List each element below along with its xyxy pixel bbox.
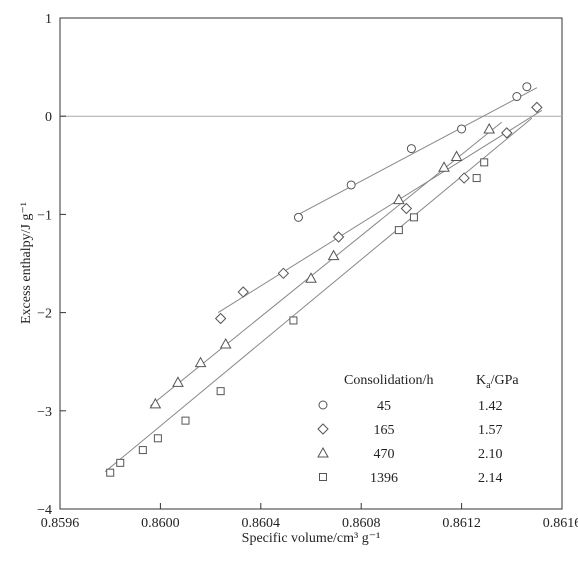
point-circle [457, 124, 467, 134]
point-square [138, 446, 147, 455]
point-diamond [332, 231, 345, 243]
point-triangle [305, 272, 317, 283]
x-tick-label: 0.8616 [543, 516, 578, 531]
fit-line-165 [217, 109, 543, 314]
point-square [480, 158, 489, 167]
legend-rows: 45 1.42 165 1.57 470 2.10 1396 2.14 [317, 399, 503, 486]
plot-frame [59, 17, 563, 510]
point-diamond [458, 172, 470, 184]
y-tick-label: −3 [37, 405, 52, 420]
legend-ka: 1.42 [478, 399, 503, 414]
y-tick-label: −2 [37, 307, 52, 322]
legend-header-ka: Ka/GPa [476, 373, 519, 391]
legend-marker-square [319, 473, 327, 481]
point-triangle [327, 249, 340, 261]
legend-marker-circle [318, 400, 328, 410]
x-tick-label: 0.8596 [41, 516, 80, 531]
fit-line-1396 [104, 117, 533, 473]
point-triangle [194, 356, 207, 368]
y-axis-title: Excess enthalpy/J g⁻¹ [19, 202, 34, 324]
point-circle [512, 92, 522, 102]
x-tick-label: 0.8604 [242, 516, 281, 531]
legend-consolidation: 470 [374, 447, 395, 462]
legend-ka: 2.10 [478, 447, 503, 462]
point-square [409, 213, 418, 222]
point-square [153, 434, 162, 443]
fit-lines [104, 87, 543, 473]
point-triangle [172, 376, 184, 387]
legend-header-ka-sub: a [486, 380, 491, 391]
legend-consolidation: 165 [374, 423, 395, 438]
legend-ka: 2.14 [478, 471, 503, 486]
point-triangle [438, 161, 450, 172]
point-square [394, 226, 403, 235]
legend-header-ka-rest: /GPa [491, 373, 520, 388]
legend-consolidation: 45 [377, 399, 391, 414]
legend: Consolidation/h Ka/GPa 45 1.42 165 1.57 470 2… [317, 373, 519, 486]
x-tick-label: 0.8600 [141, 516, 180, 531]
point-diamond [501, 127, 513, 139]
point-square [181, 416, 190, 425]
point-diamond [400, 202, 413, 215]
point-diamond [277, 267, 290, 280]
point-triangle [483, 122, 496, 134]
legend-ka: 1.57 [478, 423, 503, 438]
point-diamond [237, 286, 249, 298]
point-square [106, 468, 115, 477]
legend-header-consolidation: Consolidation/h [344, 373, 433, 388]
y-tick-label: −1 [37, 208, 52, 223]
point-diamond [214, 312, 227, 325]
y-tick-label: −4 [37, 503, 52, 518]
point-triangle [393, 193, 405, 205]
point-square [289, 316, 298, 325]
point-circle [293, 212, 303, 222]
axis-ticks: 0.8596 0.8600 0.8604 0.8608 0.8612 0.8616 −4 −3… [37, 12, 578, 531]
x-axis-title: Specific volume/cm³ g⁻¹ [242, 531, 381, 546]
point-triangle [450, 150, 463, 161]
point-diamond [531, 101, 543, 114]
x-tick-label: 0.8612 [442, 516, 481, 531]
data-markers [106, 82, 543, 477]
y-tick-label: 1 [45, 12, 52, 27]
point-triangle [149, 397, 162, 409]
point-square [216, 387, 225, 396]
legend-marker-triangle [317, 446, 329, 458]
point-square [472, 174, 481, 183]
point-circle [406, 144, 416, 154]
legend-marker-diamond [317, 423, 329, 435]
point-triangle [219, 337, 232, 349]
x-tick-label: 0.8608 [342, 516, 381, 531]
point-circle [346, 180, 356, 190]
legend-header-ka-main: K [476, 373, 486, 388]
y-tick-label: 0 [45, 110, 52, 125]
point-square [116, 458, 125, 467]
legend-consolidation: 1396 [370, 471, 398, 486]
point-circle [522, 82, 532, 92]
fit-line-45 [298, 87, 538, 215]
